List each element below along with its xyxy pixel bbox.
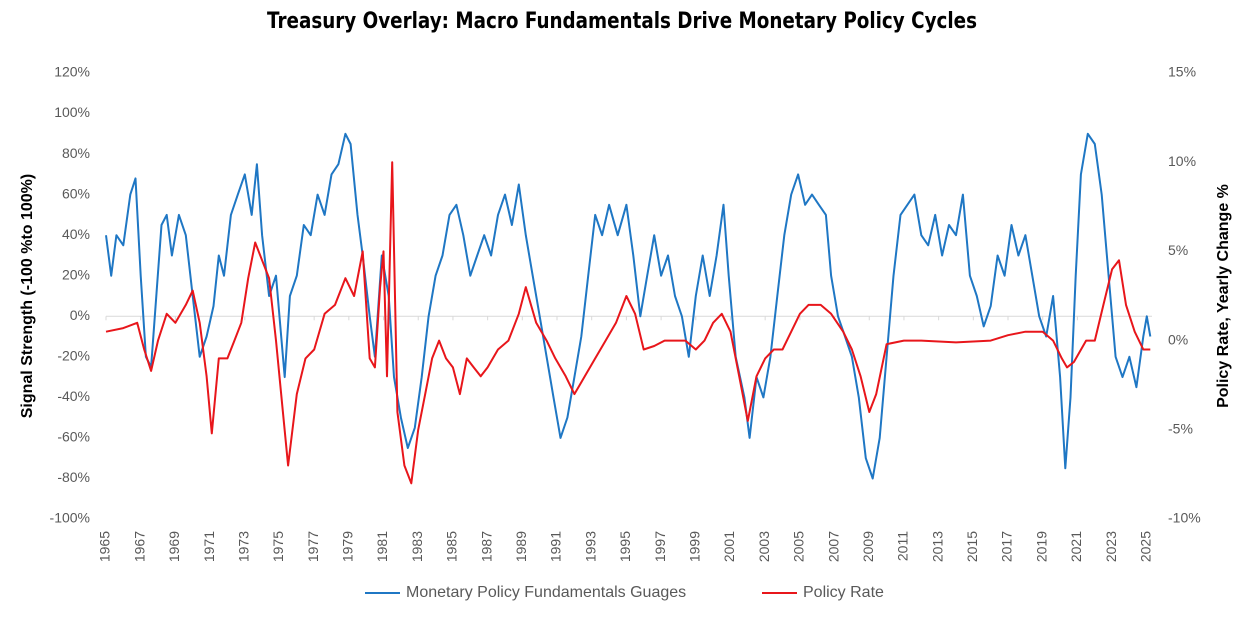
x-tick-label: 1983 — [409, 531, 425, 562]
x-tick-label: 2025 — [1137, 531, 1153, 562]
x-tick-label: 2001 — [721, 531, 737, 562]
x-tick-label: 1991 — [548, 531, 564, 562]
x-tick-label: 2021 — [1068, 531, 1084, 562]
y2-tick-label: 0% — [1168, 331, 1188, 347]
legend-label: Monetary Policy Fundamentals Guages — [406, 584, 686, 601]
x-tick-label: 1979 — [340, 531, 356, 562]
x-tick-label: 1987 — [478, 531, 494, 562]
y-tick-label: -100% — [50, 510, 90, 526]
y-tick-label: 40% — [62, 226, 90, 242]
y-tick-label: -80% — [57, 469, 90, 485]
x-tick-label: 1967 — [131, 531, 147, 562]
y-tick-label: -40% — [57, 388, 90, 404]
y2-tick-label: 15% — [1168, 64, 1196, 80]
series-line — [105, 161, 1151, 485]
y2-tick-label: -5% — [1168, 421, 1193, 437]
x-tick-label: 1997 — [652, 531, 668, 562]
y-tick-label: -60% — [57, 429, 90, 445]
x-tick-label: 1969 — [166, 531, 182, 562]
x-tick-label: 1971 — [201, 531, 217, 562]
legend-label: Policy Rate — [803, 584, 884, 601]
x-tick-label: 1973 — [235, 531, 251, 562]
y2-axis-title: Policy Rate, Yearly Change % — [1215, 184, 1232, 408]
y-tick-label: 80% — [62, 145, 90, 161]
x-tick-label: 2019 — [1033, 531, 1049, 562]
x-tick-label: 2007 — [825, 531, 841, 562]
y-tick-label: 0% — [70, 307, 90, 323]
y-tick-label: 20% — [62, 266, 90, 282]
series-line — [105, 132, 1152, 480]
x-tick-label: 1965 — [97, 531, 113, 562]
y-tick-label: -20% — [57, 348, 90, 364]
x-tick-label: 2011 — [895, 531, 911, 561]
x-tick-label: 1989 — [513, 531, 529, 562]
x-tick-label: 2013 — [929, 531, 945, 562]
x-tick-label: 1977 — [305, 531, 321, 562]
x-tick-label: 1993 — [582, 531, 598, 562]
y-tick-label: 100% — [54, 104, 90, 120]
x-tick-label: 2009 — [860, 531, 876, 562]
x-tick-label: 1999 — [686, 531, 702, 562]
x-tick-label: 1995 — [617, 531, 633, 562]
y2-tick-label: 5% — [1168, 242, 1188, 258]
y2-tick-label: -10% — [1168, 510, 1201, 526]
x-tick-label: 2015 — [964, 531, 980, 562]
x-tick-label: 1981 — [374, 531, 390, 562]
x-tick-label: 2003 — [756, 531, 772, 562]
x-tick-label: 1985 — [444, 531, 460, 562]
x-tick-label: 2017 — [999, 531, 1015, 562]
x-tick-label: 1975 — [270, 531, 286, 562]
x-tick-label: 2005 — [791, 531, 807, 562]
y-axis-title: Signal Strength (-100 %to 100%) — [19, 174, 36, 419]
y-tick-label: 60% — [62, 185, 90, 201]
y2-tick-label: 10% — [1168, 153, 1196, 169]
x-tick-label: 2023 — [1103, 531, 1119, 562]
y-tick-label: 120% — [54, 64, 90, 80]
chart-title: Treasury Overlay: Macro Fundamentals Dri… — [267, 9, 977, 34]
